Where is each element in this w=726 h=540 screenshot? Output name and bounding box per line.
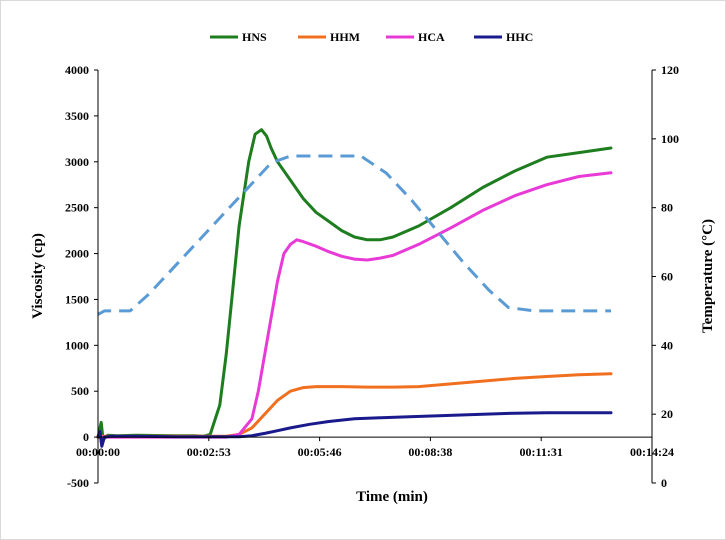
y2-tick-label: 60 (661, 270, 673, 284)
y-tick-label: 1500 (65, 292, 89, 306)
plot-area (96, 128, 613, 448)
y-axis-title: Viscosity (cp) (30, 233, 46, 319)
x-tick-label: 00:08:38 (408, 445, 452, 459)
x-tick-label: 00:05:46 (298, 445, 342, 459)
y2-tick-label: 20 (661, 407, 673, 421)
y-tick-label: 2500 (65, 201, 89, 215)
series-line-hhm (96, 372, 613, 438)
y2-tick-label: 100 (661, 132, 679, 146)
x-tick-label: 00:00:00 (76, 445, 120, 459)
y-tick-label: 500 (71, 384, 89, 398)
legend: HNS HHM HCA HHC (210, 30, 533, 44)
x-tick-label: 00:11:31 (520, 445, 563, 459)
axes: -500 0 500 1000 1500 2000 2500 3000 3500 4000 0 20 4… (65, 63, 679, 490)
legend-label-hns: HNS (242, 30, 267, 44)
x-axis-title: Time (min) (356, 489, 428, 505)
series-line-hhc (96, 411, 613, 448)
legend-label-hca: HCA (418, 30, 445, 44)
series-line-temperature (97, 154, 611, 316)
y2-axis-title: Temperature (°C) (700, 219, 716, 333)
y-tick-label: -500 (67, 476, 89, 490)
y2-tick-label: 120 (661, 63, 679, 77)
y-tick-label: 0 (83, 430, 89, 444)
series-line-hns (96, 128, 613, 442)
y-tick-label: 1000 (65, 338, 89, 352)
x-tick-label: 00:14:24 (630, 445, 674, 459)
y2-tick-label: 80 (661, 201, 673, 215)
y2-tick-label: 40 (661, 338, 673, 352)
series-line-hca (96, 171, 613, 439)
legend-label-hhm: HHM (330, 30, 360, 44)
legend-label-hhc: HHC (506, 30, 533, 44)
y-tick-label: 2000 (65, 247, 89, 261)
y-tick-label: 3500 (65, 109, 89, 123)
x-tick-label: 00:02:53 (187, 445, 231, 459)
y-tick-label: 4000 (65, 63, 89, 77)
y-tick-label: 3000 (65, 155, 89, 169)
y2-tick-label: 0 (661, 476, 667, 490)
